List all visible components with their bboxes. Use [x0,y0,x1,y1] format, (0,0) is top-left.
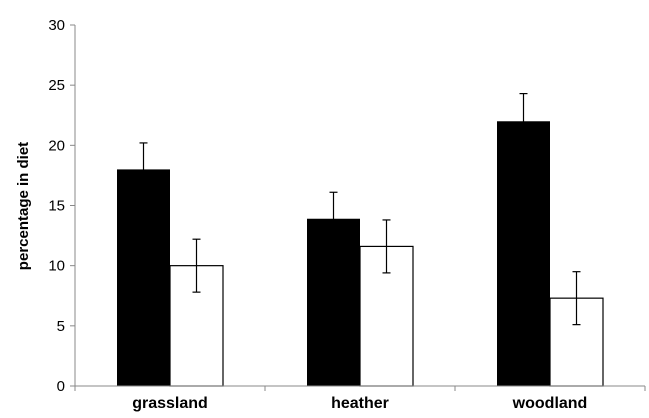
plot-area: 0 5 10 15 20 25 30 grassland heather woodland [48,17,646,412]
bar [117,169,170,386]
x-category-label: woodland [512,395,588,412]
y-tick-label: 5 [57,318,65,335]
x-category-label: heather [331,395,389,412]
bar [307,218,360,386]
x-category-label: grassland [132,395,208,412]
y-tick-label: 30 [48,17,65,34]
bar [497,121,550,387]
y-tick-label: 10 [48,258,65,275]
y-tick-label: 15 [48,198,65,215]
y-tick-label: 20 [48,137,65,154]
y-tick-label: 25 [48,77,65,94]
y-axis-title: percentage in diet [15,142,32,270]
y-tick-label: 0 [57,378,65,395]
